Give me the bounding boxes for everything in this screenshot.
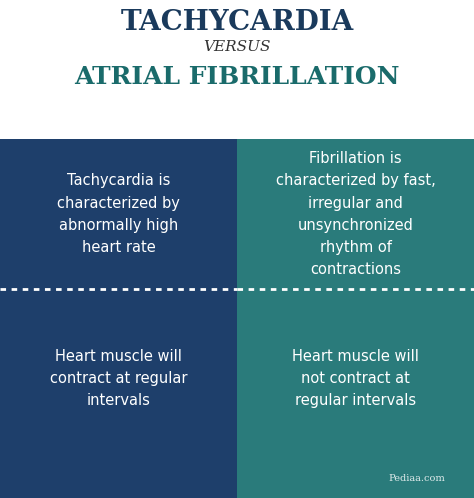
Text: Heart muscle will
not contract at
regular intervals: Heart muscle will not contract at regula…	[292, 349, 419, 408]
Text: VERSUS: VERSUS	[203, 40, 271, 54]
Text: Heart muscle will
contract at regular
intervals: Heart muscle will contract at regular in…	[50, 349, 187, 408]
Bar	[237, 139, 474, 289]
Text: ATRIAL FIBRILLATION: ATRIAL FIBRILLATION	[74, 65, 400, 89]
Text: TACHYCARDIA: TACHYCARDIA	[120, 9, 354, 36]
Text: Fibrillation is
characterized by fast,
irregular and
unsynchronized
rhythm of
co: Fibrillation is characterized by fast, i…	[275, 151, 436, 277]
Bar	[237, 289, 474, 498]
Text: Tachycardia is
characterized by
abnormally high
heart rate: Tachycardia is characterized by abnormal…	[57, 173, 180, 255]
Bar	[0, 289, 237, 498]
Bar	[0, 139, 237, 289]
Text: Pediaa.com: Pediaa.com	[389, 474, 446, 483]
